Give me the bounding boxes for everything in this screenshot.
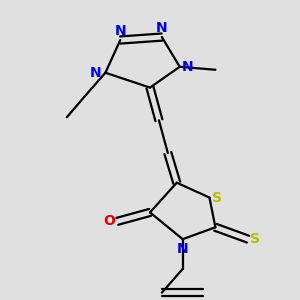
Text: N: N (156, 21, 168, 35)
Text: S: S (250, 232, 260, 246)
Text: N: N (115, 24, 126, 38)
Text: N: N (182, 60, 194, 74)
Text: N: N (90, 66, 102, 80)
Text: S: S (212, 190, 222, 205)
Text: N: N (177, 242, 188, 256)
Text: O: O (103, 214, 115, 228)
